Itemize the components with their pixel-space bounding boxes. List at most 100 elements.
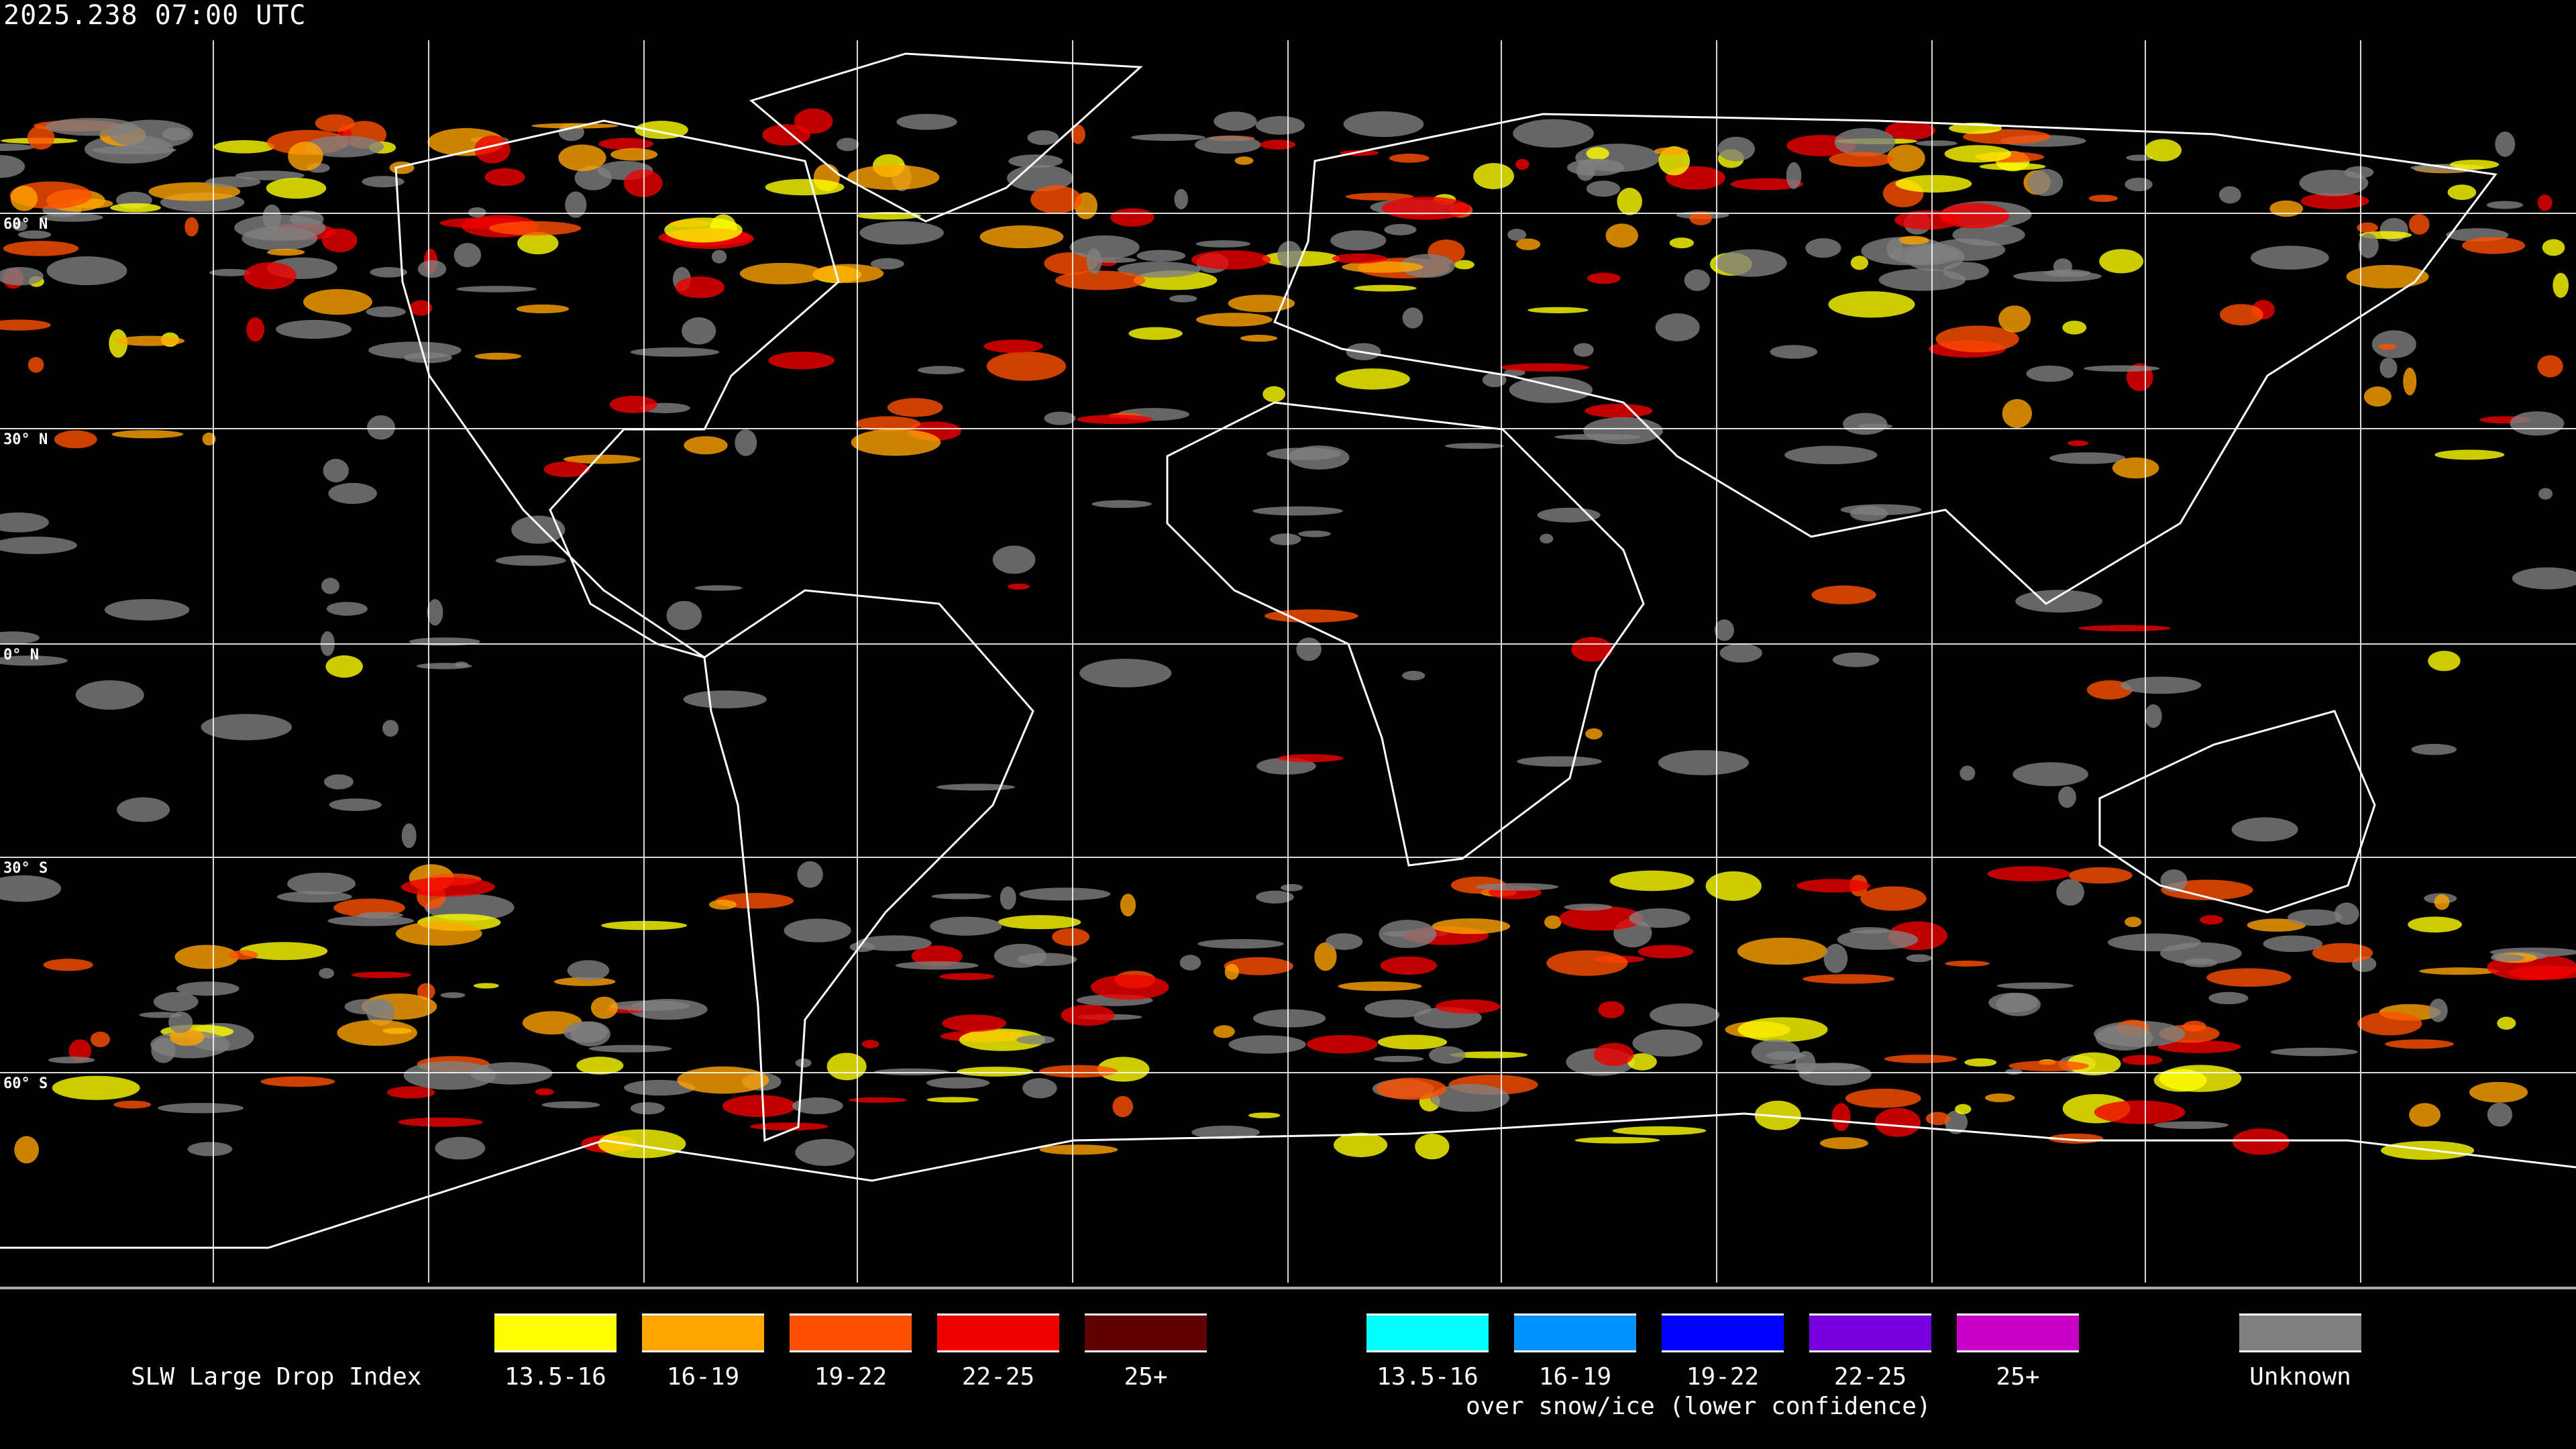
cloud-pixel-cluster bbox=[0, 143, 34, 152]
cloud-pixel-cluster bbox=[1007, 583, 1030, 590]
cloud-pixel-cluster bbox=[1669, 237, 1695, 249]
cloud-pixel-cluster bbox=[895, 961, 979, 970]
cloud-pixel-cluster bbox=[1906, 954, 1932, 963]
cloud-pixel-cluster bbox=[1248, 1112, 1281, 1119]
cloud-pixel-cluster bbox=[239, 942, 328, 961]
cloud-pixel-cluster bbox=[1884, 1055, 1957, 1063]
coastline-antarctica bbox=[0, 1112, 2576, 1249]
cloud-pixel-cluster bbox=[1925, 1112, 1950, 1126]
cloud-pixel-cluster bbox=[344, 999, 388, 1015]
cloud-pixel-cluster bbox=[2184, 958, 2218, 967]
cloud-pixel-cluster bbox=[1832, 652, 1880, 667]
legend-primary-0-label: 13.5-16 bbox=[504, 1363, 606, 1391]
cloud-pixel-cluster bbox=[1474, 883, 1559, 891]
cloud-pixel-cluster bbox=[1586, 180, 1621, 197]
cloud-pixel-cluster bbox=[1429, 1046, 1466, 1064]
cloud-pixel-cluster bbox=[287, 872, 356, 895]
cloud-pixel-cluster bbox=[541, 1101, 600, 1109]
cloud-pixel-cluster bbox=[1228, 294, 1295, 313]
cloud-pixel-cluster bbox=[516, 304, 570, 314]
cloud-pixel-cluster bbox=[1256, 890, 1294, 904]
cloud-pixel-cluster bbox=[986, 352, 1067, 381]
cloud-pixel-cluster bbox=[1944, 1110, 1968, 1134]
cloud-pixel-cluster bbox=[1714, 619, 1734, 641]
cloud-pixel-cluster bbox=[2537, 194, 2553, 211]
cloud-pixel-cluster bbox=[2012, 762, 2088, 786]
cloud-pixel-cluster bbox=[326, 602, 368, 616]
cloud-pixel-cluster bbox=[2153, 1121, 2229, 1129]
cloud-pixel-cluster bbox=[610, 148, 658, 161]
cloud-pixel-cluster bbox=[936, 784, 1016, 791]
cloud-pixel-cluster bbox=[1197, 938, 1284, 949]
cloud-pixel-cluster bbox=[2553, 272, 2569, 298]
cloud-pixel-cluster bbox=[1379, 920, 1437, 949]
cloud-pixel-cluster bbox=[2469, 1081, 2528, 1103]
cloud-pixel-cluster bbox=[1332, 253, 1387, 264]
cloud-pixel-cluster bbox=[1191, 1125, 1260, 1139]
cloud-pixel-cluster bbox=[553, 977, 616, 986]
cloud-pixel-cluster bbox=[1803, 974, 1895, 984]
cloud-pixel-cluster bbox=[2497, 1016, 2516, 1030]
cloud-pixel-cluster bbox=[1044, 252, 1098, 275]
cloud-pixel-cluster bbox=[1527, 307, 1589, 313]
cloud-pixel-cluster bbox=[174, 945, 239, 969]
legend-unknown-swatch bbox=[2239, 1313, 2361, 1352]
cloud-pixel-cluster bbox=[2096, 1024, 2153, 1051]
cloud-pixel-cluster bbox=[917, 366, 965, 374]
cloud-pixel-cluster bbox=[630, 1102, 665, 1115]
cloud-pixel-cluster bbox=[1955, 1104, 1972, 1114]
cloud-pixel-cluster bbox=[1039, 1144, 1118, 1155]
cloud-pixel-cluster bbox=[2363, 386, 2392, 407]
cloud-pixel-cluster bbox=[749, 1122, 828, 1131]
cloud-pixel-cluster bbox=[2056, 879, 2084, 906]
lat-label-0n: 0° N bbox=[3, 647, 39, 663]
cloud-pixel-cluster bbox=[12, 221, 28, 231]
cloud-pixel-cluster bbox=[104, 598, 190, 621]
cloud-pixel-cluster bbox=[1823, 944, 1848, 973]
cloud-pixel-cluster bbox=[1650, 1003, 1720, 1027]
cloud-pixel-cluster bbox=[1887, 144, 1925, 172]
cloud-pixel-cluster bbox=[0, 655, 68, 666]
cloud-pixel-cluster bbox=[931, 893, 991, 900]
cloud-pixel-cluster bbox=[367, 415, 396, 440]
cloud-pixel-cluster bbox=[1228, 1035, 1306, 1054]
cloud-pixel-cluster bbox=[784, 918, 851, 943]
legend-unknown-label: Unknown bbox=[2249, 1363, 2351, 1391]
cloud-pixel-cluster bbox=[2447, 184, 2477, 201]
cloud-pixel-cluster bbox=[1377, 1034, 1447, 1050]
cloud-pixel-cluster bbox=[1030, 185, 1082, 214]
map-legend-divider bbox=[0, 1287, 2576, 1289]
cloud-pixel-cluster bbox=[1850, 256, 1868, 270]
cloud-pixel-cluster bbox=[1277, 241, 1302, 268]
cloud-pixel-cluster bbox=[1090, 974, 1169, 1000]
cloud-pixel-cluster bbox=[435, 1136, 486, 1160]
cloud-pixel-cluster bbox=[1583, 159, 1609, 166]
cloud-pixel-cluster bbox=[2144, 139, 2182, 162]
cloud-pixel-cluster bbox=[1195, 240, 1251, 248]
cloud-pixel-cluster bbox=[1632, 1029, 1703, 1057]
cloud-pixel-cluster bbox=[321, 578, 339, 594]
cloud-pixel-cluster bbox=[856, 935, 932, 951]
cloud-pixel-cluster bbox=[234, 215, 326, 241]
cloud-pixel-cluster bbox=[543, 461, 590, 478]
cloud-pixel-cluster bbox=[403, 352, 453, 364]
cloud-pixel-cluster bbox=[1091, 500, 1152, 508]
cloud-pixel-cluster bbox=[1432, 918, 1511, 934]
cloud-pixel-cluster bbox=[848, 1097, 908, 1103]
cloud-pixel-cluster bbox=[1077, 415, 1153, 425]
legend-snow-ice-1-swatch bbox=[1514, 1313, 1636, 1352]
legend-primary-3-label: 22-25 bbox=[961, 1363, 1035, 1391]
cloud-pixel-cluster bbox=[17, 230, 52, 239]
cloud-pixel-cluster bbox=[110, 203, 161, 213]
coastline-greenland bbox=[749, 52, 1143, 223]
cloud-pixel-cluster bbox=[1326, 933, 1363, 950]
lat-label-30s: 30° S bbox=[3, 860, 48, 877]
cloud-pixel-cluster bbox=[2250, 246, 2329, 270]
cloud-pixel-cluster bbox=[957, 1067, 1034, 1077]
cloud-pixel-cluster bbox=[48, 1057, 95, 1064]
cloud-pixel-cluster bbox=[2288, 909, 2343, 926]
cloud-pixel-cluster bbox=[1169, 294, 1197, 303]
cloud-pixel-cluster bbox=[1017, 953, 1077, 966]
cloud-pixel-cluster bbox=[109, 119, 194, 149]
cloud-pixel-cluster bbox=[1402, 670, 1426, 681]
